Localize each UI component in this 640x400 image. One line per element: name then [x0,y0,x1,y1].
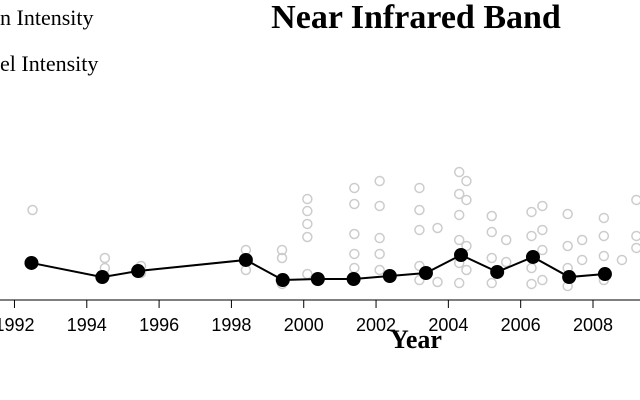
mean-point [562,270,577,285]
data-point [414,204,425,216]
data-point [276,252,288,264]
mean-point [131,264,146,279]
data-point [598,250,610,262]
data-point [27,204,38,216]
data-point [349,262,360,274]
data-point [374,232,385,244]
data-point [461,194,472,206]
data-point [526,278,537,290]
mean-point [346,272,361,286]
data-point [453,166,465,178]
data-point [432,222,443,234]
mean-point [310,272,325,286]
data-point [461,264,472,276]
data-point [349,228,360,240]
mean-point [238,252,253,267]
data-point [500,256,512,268]
data-point [461,240,472,252]
data-point [562,240,573,252]
data-point [302,193,313,205]
x-tick-label: 2002 [356,315,396,335]
data-point [349,248,360,260]
data-point [537,274,548,286]
data-point [461,175,472,187]
data-point [526,262,537,274]
data-point [302,205,313,217]
data-point [453,234,465,246]
data-point [302,268,313,280]
data-point [537,200,548,212]
x-tick-label: 2008 [573,315,613,335]
data-point [374,175,385,187]
mean-point [275,273,290,288]
data-point [526,206,537,218]
mean-point [525,249,540,264]
data-point [432,276,443,288]
data-point [576,254,588,266]
data-point [302,231,313,243]
x-tick-label: 1992 [0,315,34,335]
data-point [374,200,385,212]
mean-point [597,267,612,282]
data-point [631,230,640,242]
data-point [486,252,498,264]
mean-point [24,255,39,270]
data-point [598,230,610,242]
data-point [537,244,548,256]
data-point [414,182,425,194]
data-point [302,218,313,230]
data-point [374,248,385,260]
x-axis-label: Year [390,325,442,354]
data-point [631,194,640,206]
x-tick-label: 1996 [139,315,179,335]
data-point [598,212,610,224]
data-point [500,234,512,246]
data-point [99,252,111,264]
data-point [576,234,588,246]
data-point [453,277,465,289]
chart-title: Near Infrared Band [271,0,561,36]
data-point [562,208,573,220]
legend-label: el Intensity [0,51,98,76]
x-tick-label: 2006 [501,315,541,335]
mean-point [382,269,397,283]
mean-point [418,266,433,280]
x-tick-label: 2000 [284,315,324,335]
data-point [276,244,288,256]
x-tick-label: 1994 [67,315,107,335]
data-point [616,254,628,266]
mean-point [95,270,110,285]
mean-point [490,264,505,279]
mean-point [454,248,469,262]
data-point [414,224,425,236]
x-tick-label: 1998 [211,315,251,335]
data-point [349,198,360,210]
data-point [486,226,498,238]
data-point [537,224,548,236]
data-point [453,188,465,200]
data-point [486,277,498,289]
data-point [486,210,498,222]
data-point [526,230,537,242]
legend-label: n Intensity [0,5,94,30]
data-point [349,182,360,194]
data-point [631,242,640,254]
x-tick-label: 2004 [428,315,468,335]
data-point [374,264,385,276]
data-point [453,209,465,221]
